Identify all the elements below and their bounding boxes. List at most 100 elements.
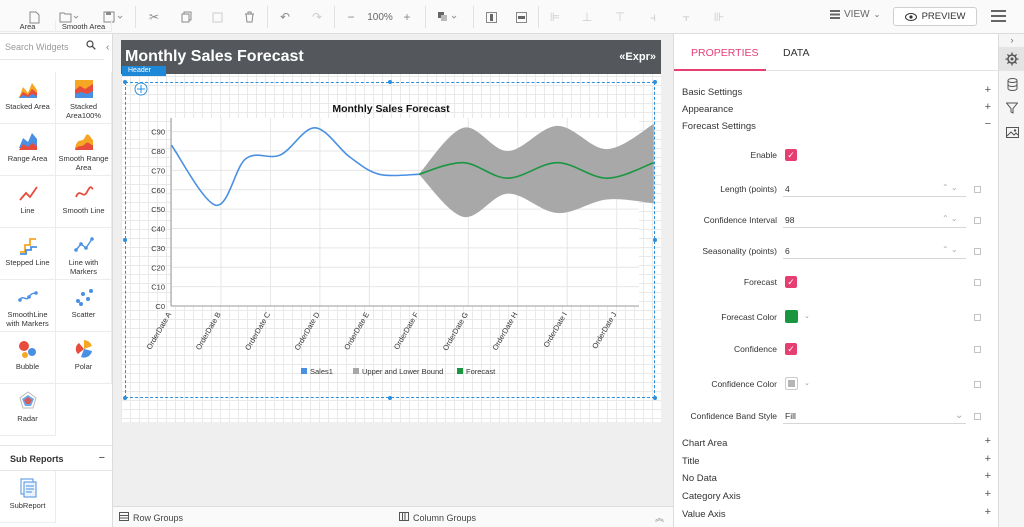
widget-stacked-area[interactable]: Stacked Area xyxy=(0,72,56,124)
confidence-interval-input[interactable]: 98 xyxy=(785,215,795,225)
resize-handle[interactable] xyxy=(388,80,392,84)
section-basic-settings[interactable]: Basic Settings xyxy=(682,87,743,98)
undo-icon[interactable]: ↶ xyxy=(279,10,291,24)
paste-icon[interactable] xyxy=(210,8,224,26)
image-icon[interactable] xyxy=(999,120,1024,144)
expand-groups-icon[interactable]: ︽ xyxy=(655,513,665,523)
expand-icon[interactable]: + xyxy=(984,435,991,447)
gear-icon[interactable] xyxy=(999,47,1024,71)
length-points--reset-checkbox[interactable] xyxy=(974,186,981,193)
align-middle-icon[interactable]: ⫟ xyxy=(682,9,690,24)
section-no-data[interactable]: No Data xyxy=(682,473,717,484)
seasonality-points--reset-checkbox[interactable] xyxy=(974,248,981,255)
widget-stepped-line[interactable]: Stepped Line xyxy=(0,228,56,280)
forecast-color-reset-checkbox[interactable] xyxy=(974,314,981,321)
align-vertical-icon[interactable] xyxy=(484,8,498,26)
rail-collapse-icon[interactable]: › xyxy=(1010,35,1014,45)
tab-properties[interactable]: PROPERTIES xyxy=(691,47,759,59)
row-groups-label[interactable]: Row Groups xyxy=(133,513,184,523)
widget-line-with-markers[interactable]: Line with Markers xyxy=(56,228,112,280)
copy-icon[interactable] xyxy=(179,8,193,26)
seasonality-points--input[interactable]: 6 xyxy=(785,246,790,256)
expand-icon[interactable]: + xyxy=(984,101,991,113)
new-file-icon[interactable] xyxy=(27,8,41,26)
spinner-icon[interactable]: ⌃ ⌄ xyxy=(942,183,958,192)
section-title[interactable]: Title xyxy=(682,456,700,467)
forecast-color-swatch[interactable] xyxy=(785,310,798,323)
resize-handle[interactable] xyxy=(123,238,127,242)
delete-icon[interactable] xyxy=(242,8,256,26)
section-appearance[interactable]: Appearance xyxy=(682,104,734,115)
database-icon[interactable] xyxy=(999,72,1024,96)
forecast-reset-checkbox[interactable] xyxy=(974,279,981,286)
section-forecast-settings[interactable]: Forecast Settings xyxy=(682,121,756,132)
spinner-icon[interactable]: ⌃ ⌄ xyxy=(942,214,958,223)
resize-handle[interactable] xyxy=(653,396,657,400)
widget-scatter[interactable]: Scatter xyxy=(56,280,112,332)
resize-handle[interactable] xyxy=(123,396,127,400)
widget-search[interactable]: Search Widgets xyxy=(0,34,104,60)
confidence-color-reset-checkbox[interactable] xyxy=(974,381,981,388)
zoom-out-icon[interactable]: − xyxy=(347,10,355,24)
align-horizontal-icon[interactable] xyxy=(514,8,528,26)
expand-icon[interactable]: + xyxy=(984,84,991,96)
collapse-icon[interactable]: − xyxy=(984,118,991,130)
widget-range-area[interactable]: Range Area xyxy=(0,124,56,176)
enable-checkbox[interactable]: ✓ xyxy=(785,149,797,161)
preview-button[interactable]: PREVIEW xyxy=(893,7,977,26)
expand-icon[interactable]: + xyxy=(984,488,991,500)
widget-smoothline-with-markers[interactable]: SmoothLine with Markers xyxy=(0,280,56,332)
widget-subreport[interactable]: SubReport xyxy=(0,471,56,523)
column-groups-label[interactable]: Column Groups xyxy=(413,513,477,523)
collapse-icon[interactable]: − xyxy=(98,452,105,464)
align-center-icon[interactable]: ⊥ xyxy=(581,10,593,24)
resize-handle[interactable] xyxy=(388,396,392,400)
widget-line[interactable]: Line xyxy=(0,176,56,228)
forecast-checkbox[interactable]: ✓ xyxy=(785,276,797,288)
confidence-color-swatch[interactable] xyxy=(785,377,798,390)
tab-data[interactable]: DATA xyxy=(783,47,810,59)
widget-smooth-line[interactable]: Smooth Line xyxy=(56,176,112,228)
widget-area[interactable]: Area xyxy=(0,20,56,32)
search-icon[interactable] xyxy=(86,40,96,50)
expand-icon[interactable]: + xyxy=(984,453,991,465)
redo-icon[interactable]: ↷ xyxy=(311,10,323,24)
filter-icon[interactable] xyxy=(999,96,1024,120)
confidence-band-style-input[interactable]: Fill xyxy=(785,411,796,421)
chart-widget[interactable]: Monthly Sales Forecast C0 C10 C20 C30 C40 C50 C… xyxy=(121,40,661,422)
section-category-axis[interactable]: Category Axis xyxy=(682,491,741,502)
zoom-in-icon[interactable]: + xyxy=(403,10,411,24)
confidence-interval-reset-checkbox[interactable] xyxy=(974,217,981,224)
widget-polar[interactable]: Polar xyxy=(56,332,112,384)
chevron-down-icon[interactable]: ⌄ xyxy=(804,313,810,320)
expand-icon[interactable]: + xyxy=(984,506,991,518)
open-folder-icon[interactable] xyxy=(58,8,80,26)
cut-icon[interactable]: ✂ xyxy=(148,10,160,24)
order-icon[interactable] xyxy=(436,8,462,26)
spinner-icon[interactable]: ⌃ ⌄ xyxy=(942,245,958,254)
confidence-checkbox[interactable]: ✓ xyxy=(785,343,797,355)
view-button[interactable]: VIEW ⌄ xyxy=(830,9,880,20)
align-right-icon[interactable]: ⊤ xyxy=(614,10,626,24)
expand-icon[interactable]: + xyxy=(984,470,991,482)
collapse-panel-icon[interactable]: ‹ xyxy=(106,42,110,53)
resize-handle[interactable] xyxy=(653,80,657,84)
confidence-band[interactable] xyxy=(418,123,654,218)
length-points--input[interactable]: 4 xyxy=(785,184,790,194)
hamburger-menu-icon[interactable] xyxy=(991,10,1006,22)
resize-handle[interactable] xyxy=(123,80,127,84)
series-line-sales1[interactable] xyxy=(170,127,419,207)
widget-bubble[interactable]: Bubble xyxy=(0,332,56,384)
widget-smooth-range-area[interactable]: Smooth Range Area xyxy=(56,124,112,176)
section-value-axis[interactable]: Value Axis xyxy=(682,509,726,520)
header-expression[interactable]: «Expr» xyxy=(619,51,656,63)
save-icon[interactable] xyxy=(102,8,124,26)
confidence-band-style-reset-checkbox[interactable] xyxy=(974,413,981,420)
confidence-reset-checkbox[interactable] xyxy=(974,346,981,353)
chevron-down-icon[interactable]: ⌄ xyxy=(804,380,810,387)
section-chart-area[interactable]: Chart Area xyxy=(682,438,728,449)
chevron-down-icon[interactable]: ⌄ xyxy=(955,410,964,421)
widget-radar[interactable]: Radar xyxy=(0,384,56,436)
search-placeholder[interactable]: Search Widgets xyxy=(5,42,69,52)
align-left-icon[interactable]: ⊫ xyxy=(549,10,561,24)
